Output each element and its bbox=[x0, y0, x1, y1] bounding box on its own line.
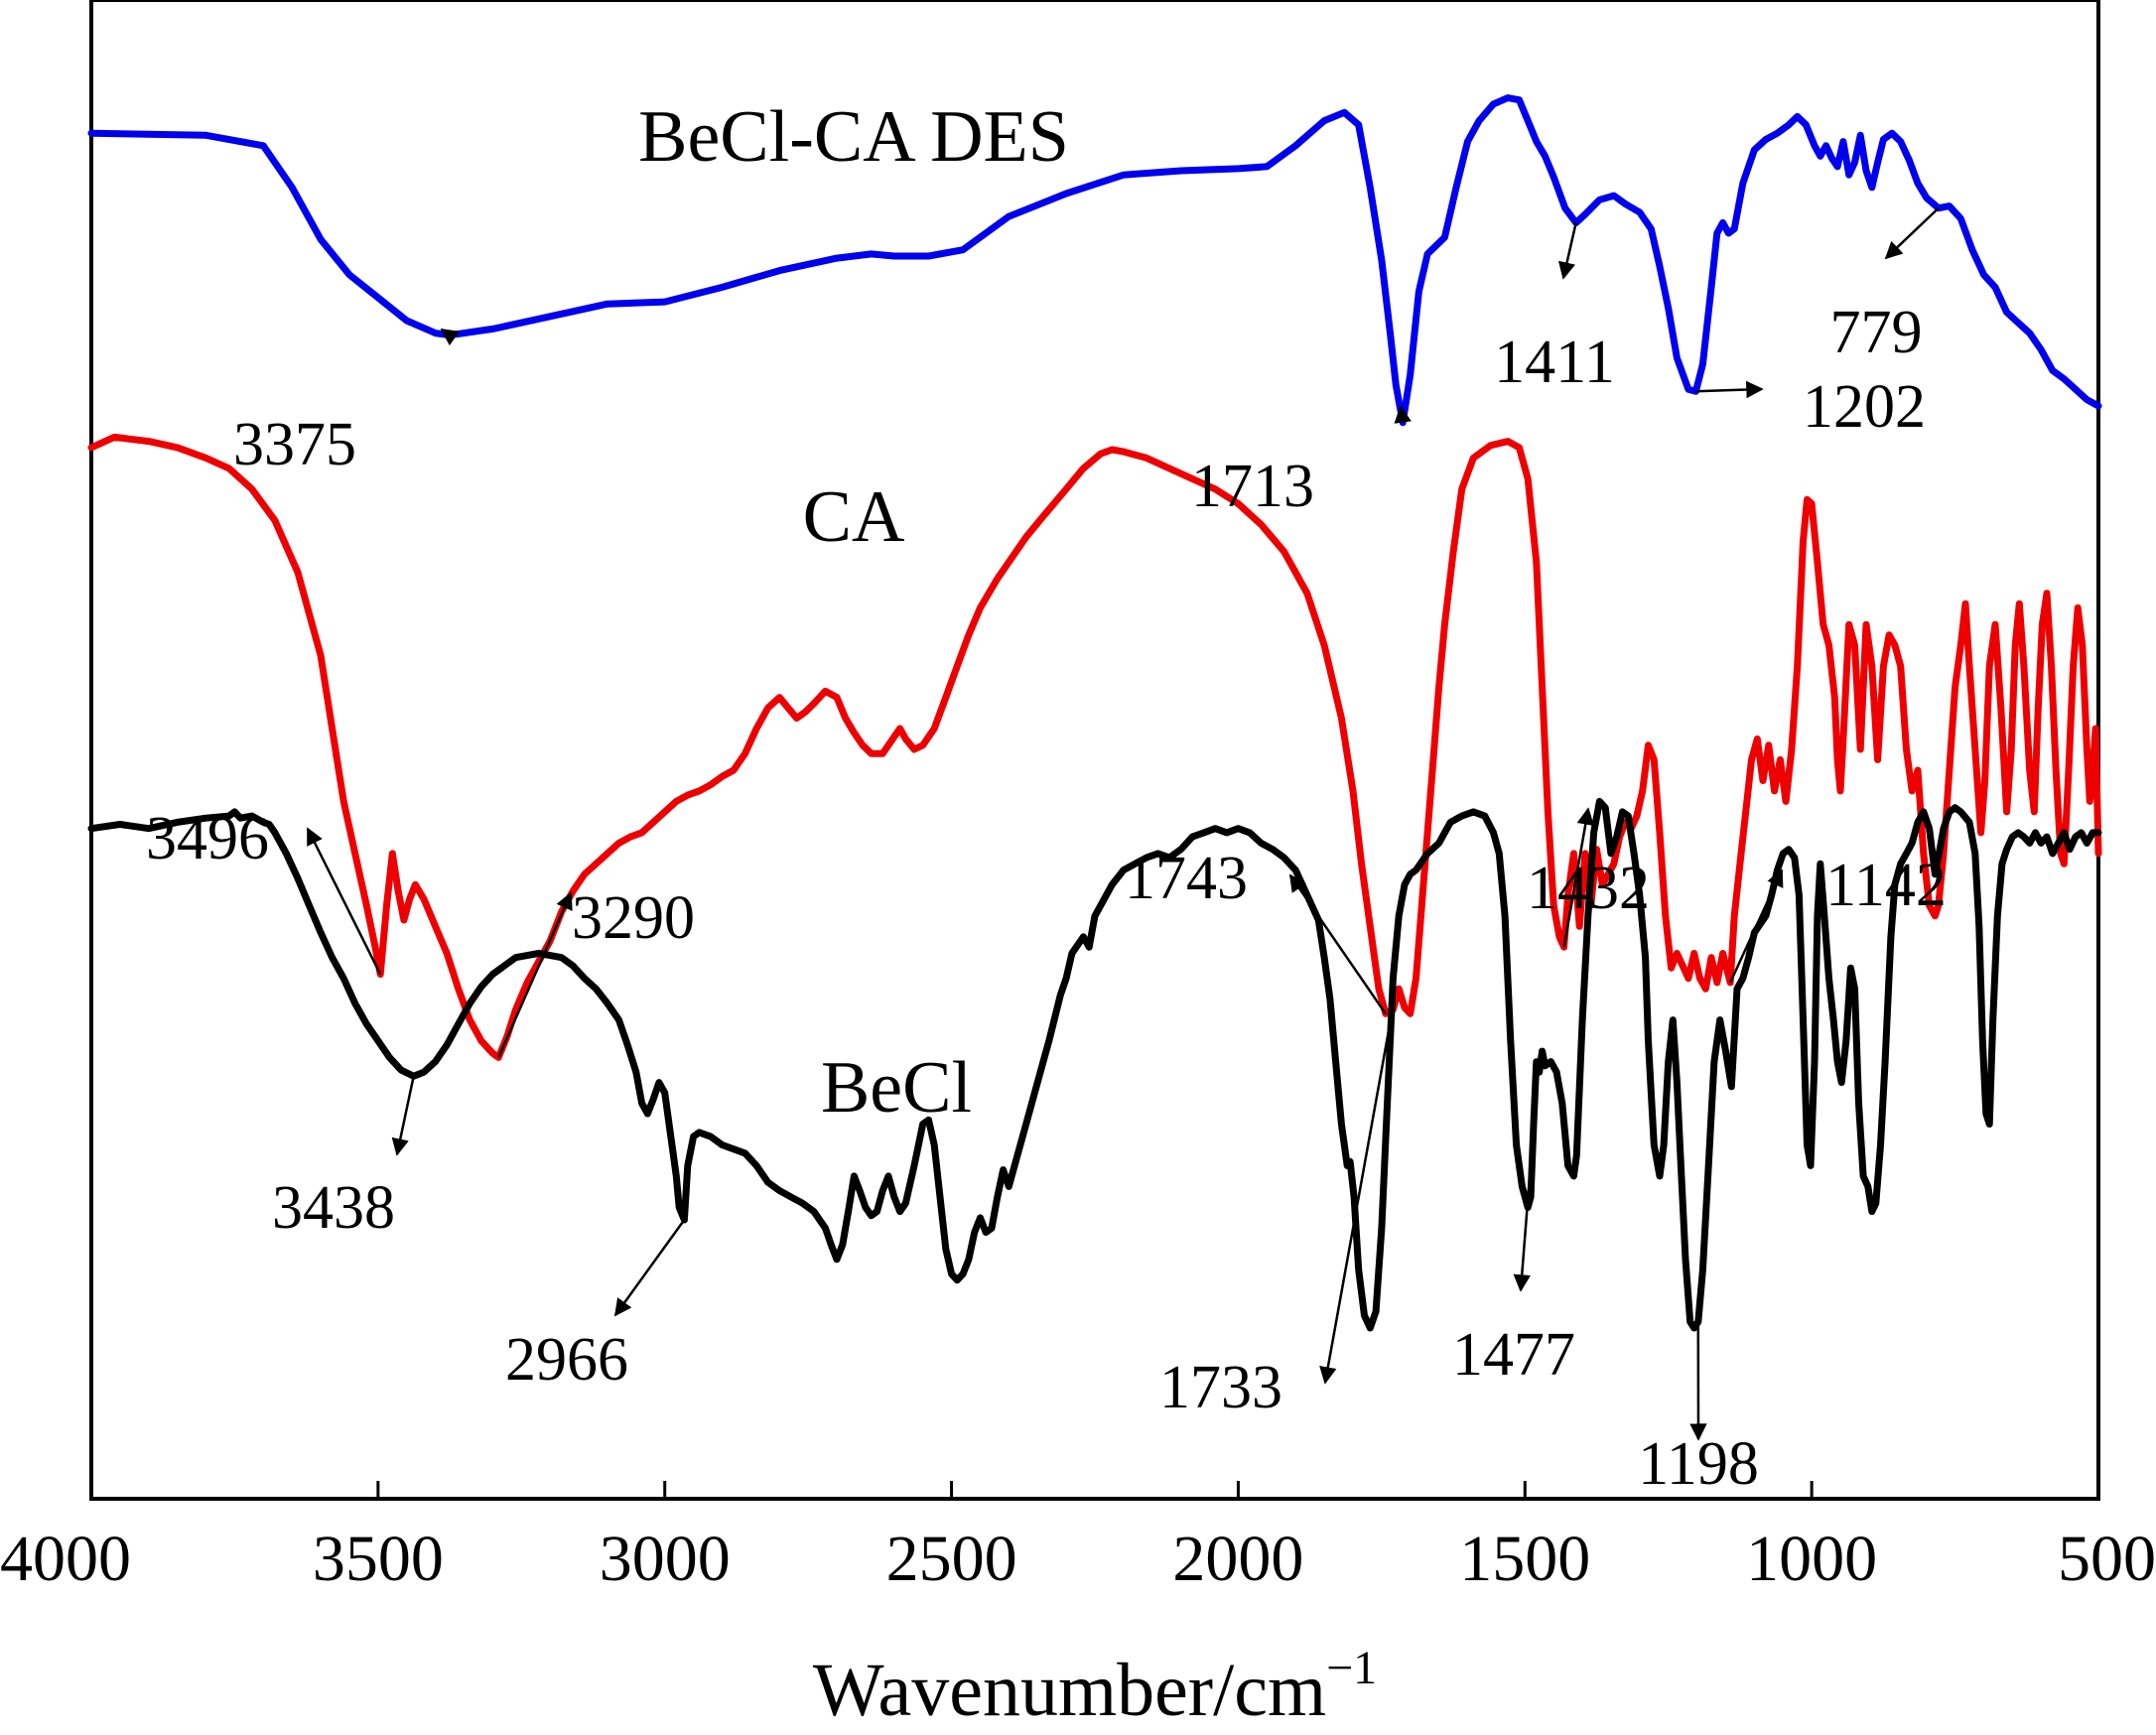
series-layer bbox=[87, 94, 2102, 1332]
x-tick-label-1500: 1500 bbox=[1459, 1523, 1590, 1595]
peak-arrow-becl-ca-des-1411 bbox=[1557, 222, 1577, 280]
peak-arrow-becl-1477 bbox=[1513, 1067, 1540, 1292]
peak-arrow-becl-2966 bbox=[613, 1219, 686, 1317]
peak-label-ca-1142: 1142 bbox=[1825, 852, 1947, 919]
series-line-becl-ca-des bbox=[87, 94, 2102, 427]
annotation-layer: 3375 1713 1411 1202 779 3496 3290 1743 1432 1142 3… bbox=[146, 206, 1947, 1498]
peak-label-becl-ca-des-1202: 1202 bbox=[1803, 373, 1926, 441]
x-tick-label-4000: 4000 bbox=[0, 1523, 131, 1595]
x-tick-label-2500: 2500 bbox=[886, 1523, 1017, 1595]
peak-label-becl-1198: 1198 bbox=[1638, 1430, 1759, 1498]
peak-label-becl-3438: 3438 bbox=[272, 1174, 395, 1242]
x-tick-label-3000: 3000 bbox=[600, 1523, 731, 1595]
peak-arrow-becl-3438 bbox=[391, 1076, 415, 1156]
peak-label-becl-ca-des-1713: 1713 bbox=[1191, 453, 1314, 520]
series-label-becl: BeCl bbox=[821, 1047, 972, 1129]
x-tick-label-3500: 3500 bbox=[313, 1523, 444, 1595]
peak-arrow-ca-3496 bbox=[306, 827, 382, 976]
peak-arrow-becl-ca-des-3375 bbox=[440, 328, 460, 346]
peak-arrow-ca-1142 bbox=[1728, 868, 1784, 984]
x-axis-label-superscript: −1 bbox=[1326, 1642, 1377, 1694]
peak-label-becl-ca-des-3375: 3375 bbox=[233, 411, 356, 478]
x-tick-label-2000: 2000 bbox=[1172, 1523, 1303, 1595]
peak-label-ca-3496: 3496 bbox=[146, 805, 269, 872]
series-line-ca bbox=[87, 433, 2102, 1061]
peak-label-becl-1733: 1733 bbox=[1159, 1354, 1282, 1421]
peak-label-becl-2966: 2966 bbox=[505, 1326, 628, 1394]
peak-label-becl-ca-des-1411: 1411 bbox=[1494, 329, 1615, 396]
x-tick-label-1000: 1000 bbox=[1746, 1523, 1877, 1595]
series-label-ca: CA bbox=[803, 476, 905, 558]
x-axis-label: Wavenumber/cm−1 bbox=[813, 1642, 1377, 1732]
x-axis-label-text: Wavenumber/cm bbox=[813, 1649, 1326, 1732]
x-tick-label-500: 500 bbox=[2058, 1523, 2156, 1595]
peak-label-becl-ca-des-779: 779 bbox=[1830, 299, 1923, 366]
peak-arrow-becl-ca-des-1202 bbox=[1695, 380, 1764, 399]
peak-label-becl-1477: 1477 bbox=[1452, 1321, 1575, 1389]
series-label-layer: BeCl-CA DES CA BeCl bbox=[638, 96, 1069, 1129]
peak-label-ca-3290: 3290 bbox=[572, 884, 695, 952]
plot-frame bbox=[89, 0, 2100, 1501]
peak-arrow-ca-3290 bbox=[497, 891, 573, 1058]
peak-arrow-ca-1432 bbox=[1562, 807, 1594, 948]
peak-label-ca-1432: 1432 bbox=[1527, 855, 1650, 922]
peak-arrow-becl-ca-des-779 bbox=[1884, 206, 1940, 260]
peak-arrow-becl-ca-des-1713 bbox=[1394, 405, 1412, 424]
series-label-becl-ca-des: BeCl-CA DES bbox=[638, 96, 1069, 178]
x-axis-ticks: 4000 3500 3000 2500 2000 1500 1000 500 bbox=[0, 1481, 2156, 1595]
peak-label-ca-1743: 1743 bbox=[1125, 845, 1248, 912]
peak-arrow-becl-1733 bbox=[1319, 1015, 1393, 1385]
series-line-becl bbox=[87, 797, 2102, 1332]
peak-arrow-ca-1743 bbox=[1288, 873, 1387, 1015]
